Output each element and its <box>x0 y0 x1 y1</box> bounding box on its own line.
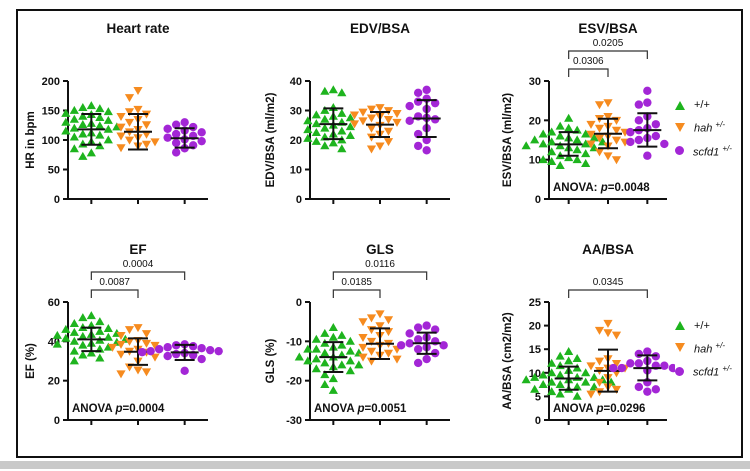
svg-text:50: 50 <box>48 165 60 177</box>
legend-superscript: +/- <box>715 120 725 129</box>
legend-label: scfd1 <box>693 366 720 379</box>
legend-label: +/+ <box>694 99 710 111</box>
legend-label: +/+ <box>694 319 710 332</box>
svg-text:30: 30 <box>290 106 302 118</box>
circle-icon <box>675 146 684 156</box>
panel-ef: EF EF (%) 0 20 40 60 0.0087 0.0004 ANOVA p=0.000… <box>20 234 260 455</box>
svg-text:-30: -30 <box>286 415 302 427</box>
circle-icon <box>675 366 684 376</box>
svg-text:ANOVA p=0.0004: ANOVA p=0.0004 <box>72 403 165 415</box>
svg-text:HR in bpm: HR in bpm <box>25 111 37 169</box>
svg-text:EF (%): EF (%) <box>25 342 37 378</box>
page-edge-shadow <box>0 461 750 469</box>
svg-text:20: 20 <box>290 135 302 147</box>
svg-text:0.0087: 0.0087 <box>99 277 130 288</box>
legend-superscript: +/- <box>722 143 732 153</box>
triangle-down-icon <box>675 122 685 132</box>
legend-item-wildtype: +/+ <box>675 320 745 332</box>
svg-text:GLS: GLS <box>366 242 394 257</box>
svg-text:0: 0 <box>535 415 541 427</box>
heart-rate-chart: Heart rate HR in bpm 0 50 100 150 200 <box>25 21 208 206</box>
svg-text:10: 10 <box>290 165 302 177</box>
gls-chart: GLS GLS (%) 0 -10 -20 -30 0.0185 0.0116 ANOVA p=… <box>265 242 450 427</box>
svg-text:EDV/BSA (ml/m2): EDV/BSA (ml/m2) <box>265 92 277 187</box>
edv-bsa-chart: EDV/BSA EDV/BSA (ml/m2) 0 10 20 30 40 <box>265 21 450 206</box>
svg-text:GLS (%): GLS (%) <box>265 338 277 383</box>
svg-text:ESV/BSA: ESV/BSA <box>578 21 638 36</box>
svg-text:ESV/BSA (ml/m2): ESV/BSA (ml/m2) <box>502 93 514 187</box>
legend-superscript: +/- <box>715 340 725 350</box>
svg-text:AA/BSA: AA/BSA <box>582 242 634 257</box>
triangle-up-icon <box>675 321 685 330</box>
svg-text:40: 40 <box>290 76 302 88</box>
svg-text:EF: EF <box>129 242 146 257</box>
svg-text:0: 0 <box>54 415 60 427</box>
legend-label: hah <box>694 122 713 135</box>
svg-text:EDV/BSA: EDV/BSA <box>350 21 410 36</box>
panel-heart-rate: Heart rate HR in bpm 0 50 100 150 200 <box>20 13 260 234</box>
svg-text:15: 15 <box>529 344 541 356</box>
legend: +/+ hah +/- scfd1 +/- <box>675 320 745 379</box>
legend-label: hah <box>694 343 713 356</box>
svg-text:150: 150 <box>42 106 60 118</box>
svg-text:100: 100 <box>42 135 60 147</box>
svg-text:30: 30 <box>529 76 541 88</box>
esv-bsa-chart: ESV/BSA ESV/BSA (ml/m2) 0 10 20 30 0.0306 0.020… <box>502 21 669 206</box>
panel-grid: Heart rate HR in bpm 0 50 100 150 200 EDV/BSA E… <box>20 13 741 454</box>
panel-edv-bsa: EDV/BSA EDV/BSA (ml/m2) 0 10 20 30 40 <box>260 13 497 234</box>
svg-text:0: 0 <box>296 297 302 309</box>
svg-text:20: 20 <box>529 115 541 127</box>
svg-text:0.0116: 0.0116 <box>365 259 395 270</box>
svg-text:AA/BSA (cm2/m2): AA/BSA (cm2/m2) <box>502 312 514 410</box>
legend-item-hah: hah +/- <box>675 340 745 356</box>
legend-item-scfd1: scfd1 +/- <box>675 143 745 159</box>
svg-text:0.0205: 0.0205 <box>593 38 624 49</box>
svg-text:-10: -10 <box>286 336 302 348</box>
legend-item-wildtype: +/+ <box>675 99 745 111</box>
svg-text:20: 20 <box>48 375 60 387</box>
svg-text:-20: -20 <box>286 375 302 387</box>
svg-text:10: 10 <box>529 155 541 167</box>
svg-text:0.0345: 0.0345 <box>593 277 624 288</box>
legend-item-scfd1: scfd1 +/- <box>675 364 745 379</box>
figure-border: Heart rate HR in bpm 0 50 100 150 200 EDV/BSA E… <box>16 9 743 458</box>
svg-text:0: 0 <box>535 194 541 206</box>
svg-text:0: 0 <box>296 194 302 206</box>
legend: +/+ hah +/- scfd1 +/- <box>675 99 745 158</box>
svg-text:60: 60 <box>48 297 60 309</box>
svg-text:20: 20 <box>529 320 541 332</box>
legend-superscript: +/- <box>722 364 732 374</box>
legend-label: scfd1 <box>693 146 720 159</box>
triangle-down-icon <box>675 343 685 353</box>
panel-esv-bsa: ESV/BSA ESV/BSA (ml/m2) 0 10 20 30 0.0306 0.020… <box>497 13 745 234</box>
svg-text:0: 0 <box>54 194 60 206</box>
svg-text:25: 25 <box>529 297 541 309</box>
svg-text:ANOVA p=0.0051: ANOVA p=0.0051 <box>314 403 407 415</box>
svg-text:200: 200 <box>42 76 60 88</box>
svg-text:Heart rate: Heart rate <box>106 21 170 36</box>
legend-item-hah: hah +/- <box>675 120 745 135</box>
svg-text:0.0306: 0.0306 <box>573 56 604 67</box>
svg-text:0.0185: 0.0185 <box>341 277 372 288</box>
triangle-up-icon <box>675 100 685 110</box>
svg-text:ANOVA p=0.0296: ANOVA p=0.0296 <box>553 403 645 415</box>
svg-text:5: 5 <box>535 391 541 403</box>
panel-gls: GLS GLS (%) 0 -10 -20 -30 0.0185 0.0116 ANOVA p=… <box>260 234 497 455</box>
svg-text:0.0004: 0.0004 <box>123 259 154 270</box>
svg-text:ANOVA: p=0.0048: ANOVA: p=0.0048 <box>553 182 650 194</box>
